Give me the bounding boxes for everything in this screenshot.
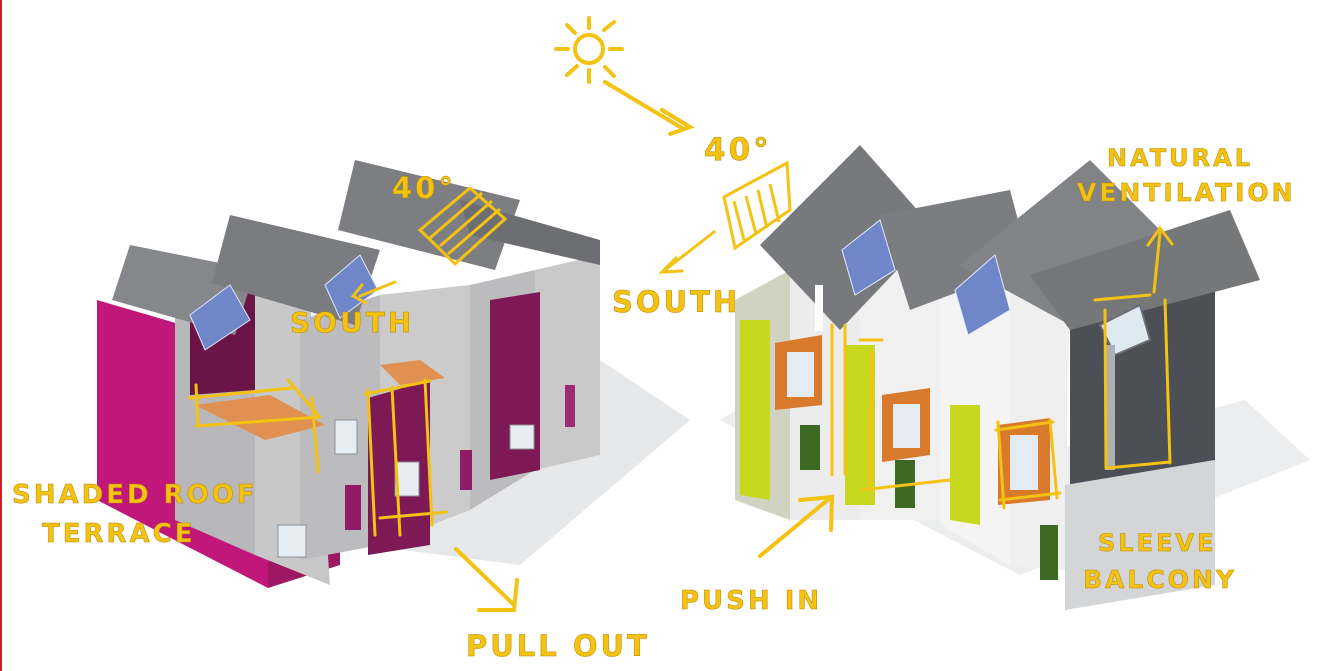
sleeve-balcony-line-1: SLEEVE xyxy=(1098,529,1216,557)
left-terrace-building xyxy=(97,160,600,588)
left-border-line xyxy=(0,0,2,671)
right-south-arrow-icon xyxy=(658,230,716,274)
south-right-label: SOUTH xyxy=(612,285,740,319)
angle-left-label: 40° xyxy=(392,171,456,205)
push-in-label: PUSH IN xyxy=(680,586,822,616)
pull-out-label: PULL OUT xyxy=(466,629,650,663)
left-south-arrow-icon xyxy=(350,280,397,305)
natural-ventilation-line-1: NATURAL xyxy=(1107,144,1253,172)
shaded-roof-line-2: TERRACE xyxy=(42,519,196,549)
right-balcony-dimension-lines xyxy=(830,323,1062,510)
angle-right-label: 40° xyxy=(704,132,772,168)
push-in-arrow-icon xyxy=(758,494,835,558)
right-terrace-building xyxy=(735,145,1260,610)
natural-ventilation-line-2: VENTILATION xyxy=(1077,178,1296,207)
right-louvre-frame-icon xyxy=(722,160,792,251)
pull-out-arrow-icon xyxy=(454,547,519,612)
left-louvre-frame-icon xyxy=(417,186,508,267)
sun-icon xyxy=(554,16,624,84)
south-left-label: SOUTH xyxy=(290,306,414,339)
left-terrace-dimension-lines xyxy=(187,378,449,537)
sleeve-balcony-line-2: BALCONY xyxy=(1083,565,1237,594)
shaded-roof-line-1: SHADED ROOF xyxy=(12,480,258,510)
ventilation-guide-lines xyxy=(1093,225,1174,470)
sun-ray-arrow-icon xyxy=(603,80,695,136)
